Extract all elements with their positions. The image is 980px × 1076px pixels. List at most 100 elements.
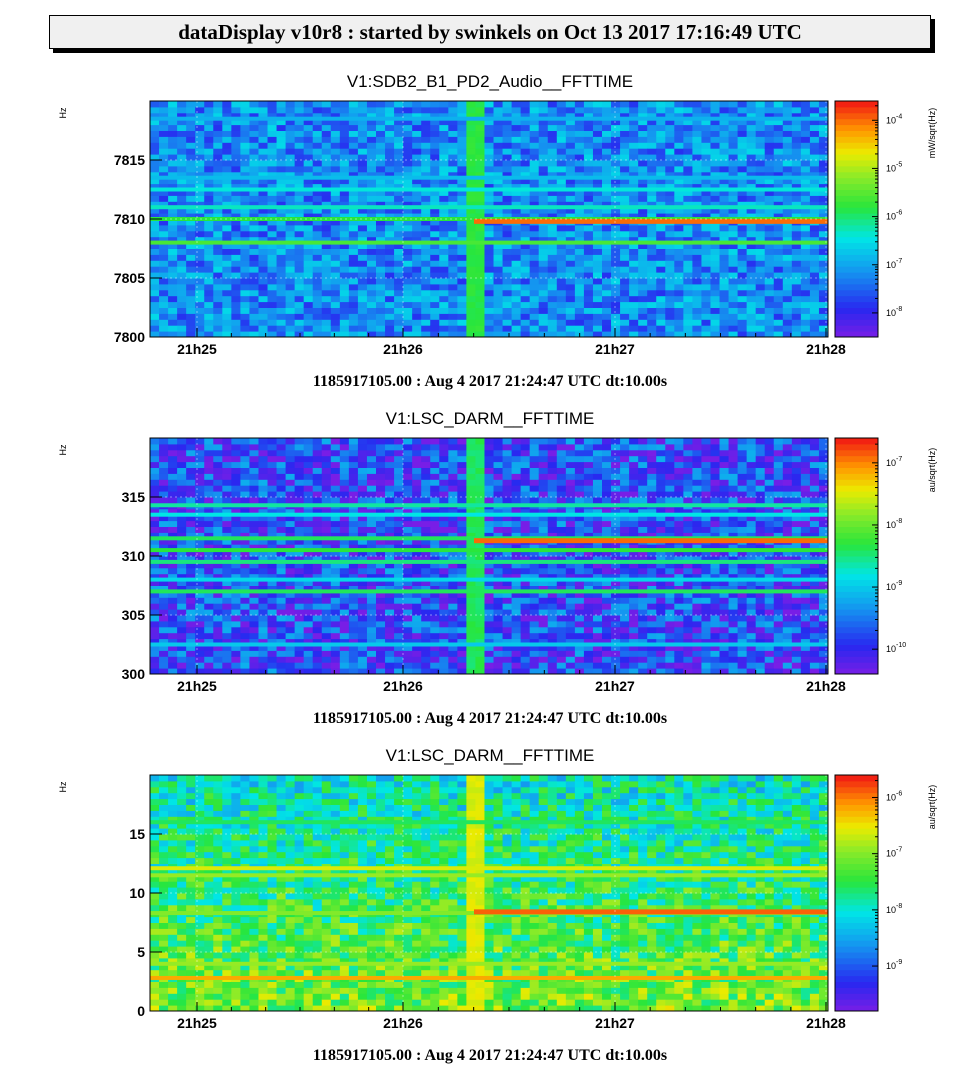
heatmap-cell — [150, 556, 160, 563]
heatmap-cell — [366, 171, 377, 179]
heatmap-cell — [195, 438, 205, 445]
heatmap-cell — [818, 278, 829, 285]
heatmap-cell — [565, 331, 576, 338]
heatmap-cell — [150, 538, 160, 545]
heatmap-cell — [611, 101, 621, 108]
heatmap-cell — [502, 160, 513, 167]
heatmap-cell — [511, 142, 522, 149]
heatmap-cell — [231, 142, 241, 149]
heatmap-cell — [285, 520, 296, 527]
heatmap-cell — [538, 272, 549, 279]
heatmap-cell — [385, 171, 395, 179]
heatmap-cell — [466, 278, 476, 285]
heatmap-cell — [484, 136, 495, 143]
heatmap-cell — [186, 325, 196, 332]
heatmap-cell — [204, 148, 214, 155]
heatmap-cell — [294, 236, 305, 244]
heatmap-cell — [240, 283, 250, 291]
heatmap-cell — [565, 213, 576, 220]
heatmap-cell — [312, 526, 323, 533]
heatmap-cell — [484, 201, 495, 208]
heatmap-cell — [809, 183, 820, 190]
heatmap-cell — [710, 307, 721, 314]
heatmap-cell — [448, 177, 458, 185]
heatmap-cell — [267, 201, 278, 208]
heatmap-cell — [529, 301, 540, 308]
heatmap-cell — [611, 242, 621, 249]
heatmap-cell — [556, 626, 567, 634]
heatmap-cell — [376, 313, 386, 320]
heatmap-cell — [213, 609, 223, 616]
heatmap-cell — [538, 236, 549, 244]
heatmap-cell — [502, 455, 513, 463]
heatmap-cell — [249, 508, 259, 516]
heatmap-cell — [150, 514, 160, 522]
heatmap-cell — [520, 461, 531, 468]
heatmap-cell — [159, 597, 169, 604]
heatmap-cell — [484, 254, 495, 261]
heatmap-cell — [276, 479, 287, 486]
heatmap-cell — [466, 526, 476, 533]
heatmap-cell — [565, 207, 576, 214]
heatmap-cell — [258, 118, 269, 126]
heatmap-cell — [592, 260, 603, 267]
heatmap-cell — [791, 183, 802, 190]
heatmap-cell — [394, 491, 404, 498]
heatmap-cell — [177, 497, 187, 504]
heatmap-cell — [339, 118, 350, 126]
heatmap-cell — [421, 561, 431, 569]
heatmap-cell — [303, 526, 314, 533]
heatmap-cell — [249, 165, 259, 173]
heatmap-cell — [502, 467, 513, 474]
heatmap-cell — [321, 165, 332, 173]
heatmap-cell — [421, 603, 431, 610]
heatmap-cell — [439, 485, 449, 492]
heatmap-cell — [638, 301, 648, 308]
heatmap-cell — [276, 485, 287, 492]
heatmap-cell — [782, 207, 793, 214]
heatmap-cell — [213, 455, 223, 463]
heatmap-cell — [412, 473, 422, 480]
heatmap-cell — [538, 142, 549, 149]
heatmap-cell — [376, 514, 386, 522]
heatmap-cell — [502, 101, 513, 108]
heatmap-cell — [231, 160, 241, 167]
colorbar-swatch — [835, 148, 878, 155]
heatmap-cell — [348, 248, 359, 255]
heatmap-cell — [547, 160, 558, 167]
heatmap-cell — [258, 189, 269, 196]
heatmap-cell — [701, 165, 711, 173]
heatmap-cell — [150, 550, 160, 557]
heatmap-cell — [448, 130, 458, 137]
heatmap-cell — [366, 201, 377, 208]
heatmap-cell — [303, 556, 314, 563]
heatmap-cell — [818, 136, 829, 143]
heatmap-cell — [312, 461, 323, 468]
heatmap-cell — [357, 224, 368, 232]
heatmap-cell — [511, 307, 522, 314]
heatmap-cell — [574, 597, 585, 604]
heatmap-cell — [394, 224, 404, 232]
heatmap-cell — [394, 301, 404, 308]
heatmap-cell — [647, 207, 657, 214]
heatmap-cell — [466, 101, 476, 108]
heatmap-cell — [204, 165, 214, 173]
heatmap-cell — [683, 207, 693, 214]
heatmap-cell — [294, 550, 305, 557]
heatmap-cell — [186, 248, 196, 255]
heatmap-cell — [719, 201, 730, 208]
heatmap-cell — [412, 467, 422, 474]
heatmap-cell — [565, 242, 576, 249]
heatmap-cell — [466, 561, 476, 569]
heatmap-cell — [249, 644, 259, 651]
heatmap-cell — [231, 491, 241, 498]
heatmap-cell — [638, 101, 648, 108]
heatmap-cell — [782, 325, 793, 332]
heatmap-cell — [267, 295, 278, 303]
heatmap-cell — [611, 213, 621, 220]
heatmap-cell — [403, 224, 413, 232]
heatmap-cell — [466, 626, 476, 634]
heatmap-cell — [457, 130, 467, 137]
heatmap-cell — [439, 295, 449, 303]
heatmap-cell — [448, 644, 458, 651]
